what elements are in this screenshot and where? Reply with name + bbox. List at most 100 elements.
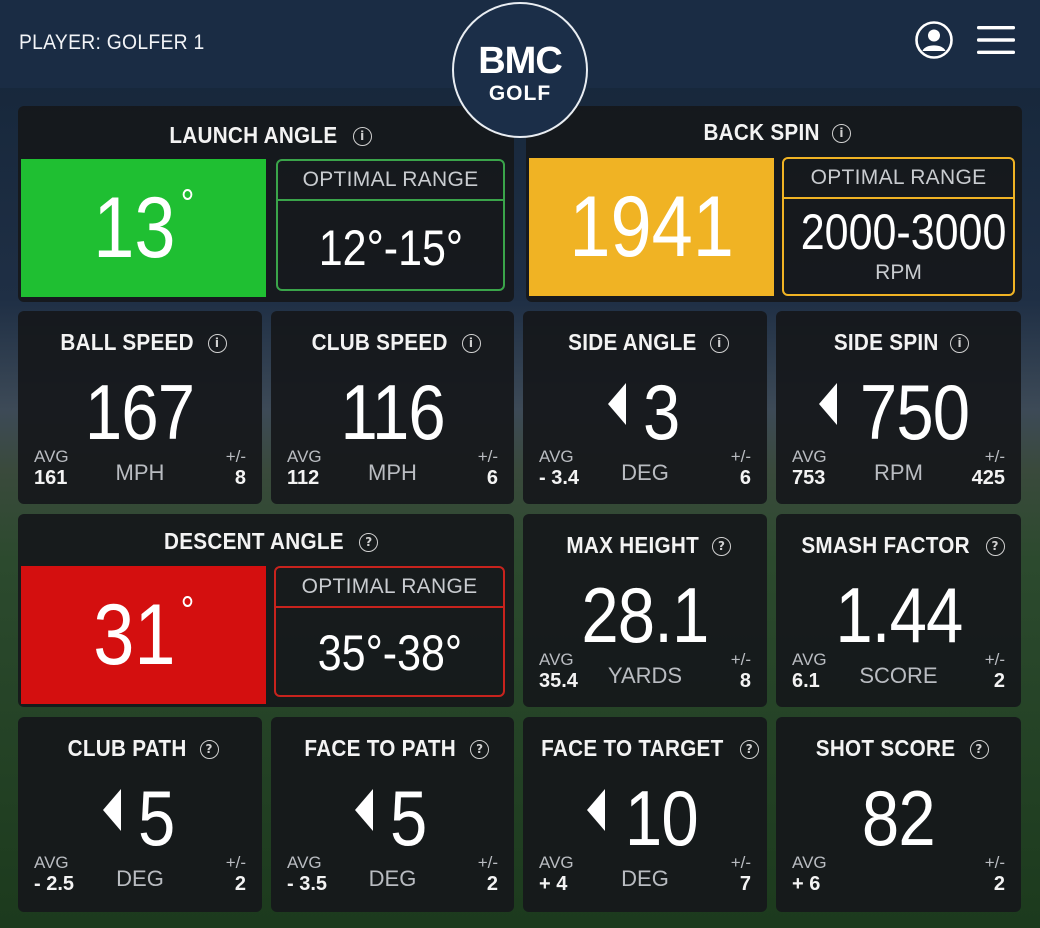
plus-minus-value: 2 xyxy=(993,873,1005,895)
avg-value: - 3.5 xyxy=(287,873,328,895)
info-icon[interactable]: i xyxy=(461,334,481,353)
plus-minus-label: +/- xyxy=(984,650,1005,669)
tile-title: SIDE SPIN xyxy=(833,329,939,355)
range-divider xyxy=(784,197,1013,199)
left-arrow-icon xyxy=(607,383,626,425)
user-circle-icon[interactable] xyxy=(914,20,954,60)
optimal-range-unit: RPM xyxy=(875,261,922,284)
plus-minus-value: 8 xyxy=(739,670,751,692)
logo-text: BMC xyxy=(478,40,563,82)
optimal-range-value: 12°-15° xyxy=(318,220,463,276)
unit-label: DEG xyxy=(368,866,417,891)
descent-angle-tile[interactable]: DESCENT ANGLE? 31 ° OPTIMAL RANGE 35°-38° xyxy=(18,514,514,707)
back-spin-optimal-range: OPTIMAL RANGE 2000-3000 RPM xyxy=(782,157,1015,296)
plus-minus-value: 7 xyxy=(739,873,751,895)
help-icon[interactable]: ? xyxy=(199,740,219,759)
plus-minus-label: +/- xyxy=(730,447,751,466)
plus-minus-label: +/- xyxy=(730,650,751,669)
range-divider xyxy=(278,199,503,201)
plus-minus-label: +/- xyxy=(730,853,751,872)
plus-minus-value: 425 xyxy=(971,467,1005,489)
optimal-range-label: OPTIMAL RANGE xyxy=(810,166,987,189)
avg-value: - 3.4 xyxy=(539,467,580,489)
club-path-value: 5 xyxy=(137,774,175,862)
tile-title: MAX HEIGHT xyxy=(566,532,699,558)
info-icon[interactable]: i xyxy=(207,334,227,353)
face-to-target-tile[interactable]: FACE TO TARGET? 10 AVG + 4 DEG +/- 7 xyxy=(523,717,767,912)
brand-logo[interactable]: BMC GOLF xyxy=(452,2,588,138)
shot-score-value: 82 xyxy=(862,774,936,862)
avg-label: AVG xyxy=(287,447,322,466)
face-to-path-value: 5 xyxy=(390,774,427,862)
degree-symbol: ° xyxy=(180,588,195,633)
side-spin-tile[interactable]: SIDE SPIN i 750 AVG 753 RPM +/- 425 xyxy=(776,311,1021,504)
unit-label: MPH xyxy=(115,460,165,485)
plus-minus-value: 2 xyxy=(234,873,246,895)
avg-value: 112 xyxy=(287,467,320,489)
help-icon[interactable]: ? xyxy=(712,537,732,556)
tile-title: CLUB PATH xyxy=(68,735,187,761)
logo-subtext: GOLF xyxy=(488,82,552,105)
plus-minus-label: +/- xyxy=(984,447,1005,466)
tile-title: SMASH FACTOR xyxy=(801,532,971,558)
help-icon[interactable]: ? xyxy=(470,740,490,759)
avg-value: 6.1 xyxy=(792,670,820,692)
back-spin-value: 1941 xyxy=(569,178,734,275)
avg-label: AVG xyxy=(34,447,69,466)
ball-speed-tile[interactable]: BALL SPEED i 167 AVG 161 MPH +/- 8 xyxy=(18,311,262,504)
optimal-range-label: OPTIMAL RANGE xyxy=(302,168,479,191)
side-angle-value: 3 xyxy=(642,368,680,456)
face-to-path-tile[interactable]: FACE TO PATH? 5 AVG - 3.5 DEG +/- 2 xyxy=(271,717,514,912)
left-arrow-icon xyxy=(586,789,605,831)
info-icon[interactable]: i xyxy=(709,334,729,353)
unit-label: DEG xyxy=(116,866,164,891)
plus-minus-label: +/- xyxy=(984,853,1005,872)
info-icon[interactable]: i xyxy=(352,127,372,146)
descent-angle-optimal-range: OPTIMAL RANGE 35°-38° xyxy=(274,566,505,697)
back-spin-tile[interactable]: BACK SPIN i 1941 OPTIMAL RANGE 2000-3000 … xyxy=(526,106,1022,302)
smash-factor-tile[interactable]: SMASH FACTOR? 1.44 AVG 6.1 SCORE +/- 2 xyxy=(776,514,1021,707)
avg-value: 161 xyxy=(34,467,68,489)
left-arrow-icon xyxy=(355,789,374,831)
avg-label: AVG xyxy=(539,650,574,669)
hamburger-menu-icon[interactable] xyxy=(976,24,1016,56)
avg-label: AVG xyxy=(34,853,69,872)
avg-label: AVG xyxy=(539,853,574,872)
launch-angle-tile[interactable]: LAUNCH ANGLE i 13 ° OPTIMAL RANGE 12°-15° xyxy=(18,106,514,302)
unit-label: YARDS xyxy=(607,663,683,688)
info-icon[interactable]: i xyxy=(950,334,970,353)
club-path-tile[interactable]: CLUB PATH? 5 AVG - 2.5 DEG +/- 2 xyxy=(18,717,262,912)
avg-value: + 6 xyxy=(792,873,821,895)
plus-minus-value: 8 xyxy=(234,467,246,489)
unit-label: SCORE xyxy=(859,663,938,688)
plus-minus-value: 2 xyxy=(486,873,498,895)
club-speed-tile[interactable]: CLUB SPEED i 116 AVG 112 MPH +/- 6 xyxy=(271,311,514,504)
tile-title: DESCENT ANGLE xyxy=(163,528,344,554)
descent-angle-value: 31 xyxy=(92,586,176,683)
unit-label: DEG xyxy=(621,866,669,891)
help-icon[interactable]: ? xyxy=(985,537,1005,556)
help-icon[interactable]: ? xyxy=(739,740,759,759)
plus-minus-value: 6 xyxy=(486,467,498,489)
avg-label: AVG xyxy=(792,853,827,872)
club-speed-value: 116 xyxy=(340,368,445,456)
help-icon[interactable]: ? xyxy=(969,740,989,759)
optimal-range-value: 2000-3000 xyxy=(800,204,1007,260)
avg-label: AVG xyxy=(287,853,322,872)
side-angle-tile[interactable]: SIDE ANGLE i 3 AVG - 3.4 DEG +/- 6 xyxy=(523,311,767,504)
plus-minus-value: 2 xyxy=(993,670,1005,692)
tile-title: FACE TO TARGET xyxy=(541,735,724,761)
max-height-tile[interactable]: MAX HEIGHT? 28.1 AVG 35.4 YARDS +/- 8 xyxy=(523,514,767,707)
left-arrow-icon xyxy=(818,383,837,425)
optimal-range-value: 35°-38° xyxy=(317,625,462,681)
plus-minus-label: +/- xyxy=(477,447,498,466)
info-icon[interactable]: i xyxy=(832,124,852,143)
descent-angle-value-box: 31 ° xyxy=(21,566,266,704)
tile-title: BALL SPEED xyxy=(60,329,195,355)
avg-value: - 2.5 xyxy=(34,873,75,895)
help-icon[interactable]: ? xyxy=(359,533,379,552)
range-divider xyxy=(276,606,503,608)
tile-title: FACE TO PATH xyxy=(304,735,456,761)
launch-angle-value-box: 13 ° xyxy=(21,159,266,297)
shot-score-tile[interactable]: SHOT SCORE? 82 AVG + 6 +/- 2 xyxy=(776,717,1021,912)
